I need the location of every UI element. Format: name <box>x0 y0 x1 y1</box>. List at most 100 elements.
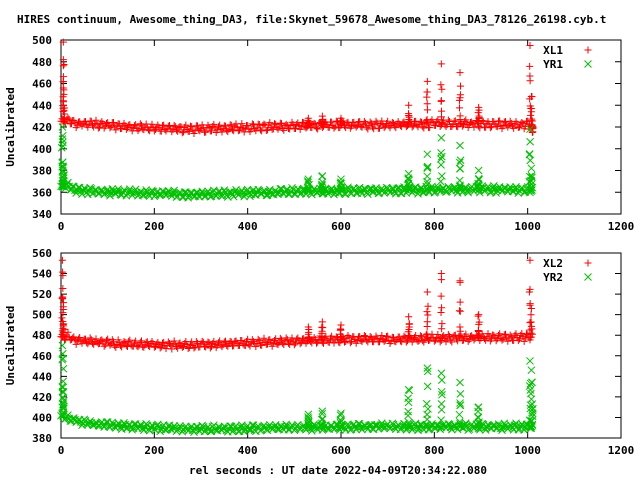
data-point <box>318 112 326 120</box>
data-point <box>283 185 292 194</box>
data-point <box>229 126 236 134</box>
data-point <box>455 417 464 426</box>
data-point <box>331 123 339 131</box>
data-point <box>112 126 120 134</box>
y-tick-label: 360 <box>32 186 52 199</box>
data-point <box>423 364 432 372</box>
data-point <box>58 138 67 147</box>
data-point <box>346 339 354 347</box>
data-point <box>178 129 186 137</box>
data-point <box>426 124 434 132</box>
data-point <box>423 77 431 85</box>
data-point <box>122 342 130 350</box>
data-point <box>254 335 262 343</box>
data-point <box>496 330 504 338</box>
data-point <box>125 337 133 345</box>
data-point <box>104 335 112 343</box>
data-point <box>318 180 326 189</box>
data-point <box>528 173 536 182</box>
data-point <box>423 367 432 376</box>
legend-marker <box>584 259 592 267</box>
data-point <box>223 193 232 201</box>
y-tick-label: 500 <box>32 309 52 322</box>
data-point <box>304 413 312 421</box>
data-point <box>337 409 345 418</box>
legend-marker <box>584 46 592 54</box>
data-point <box>458 424 467 432</box>
data-point <box>384 117 392 125</box>
data-point <box>252 127 260 135</box>
figure-title: HIRES continuum, Awesome_thing_DA3, file… <box>17 13 606 26</box>
data-point <box>527 311 535 319</box>
data-point <box>192 188 201 197</box>
data-point <box>474 327 482 335</box>
data-point <box>526 285 534 293</box>
data-point <box>304 178 312 187</box>
data-point <box>456 156 465 165</box>
data-point <box>438 172 446 180</box>
data-point <box>115 339 123 347</box>
data-point <box>84 123 92 131</box>
y-tick-label: 540 <box>32 268 52 281</box>
x-tick-label: 200 <box>144 220 164 233</box>
data-point <box>527 111 535 119</box>
data-point <box>373 119 381 127</box>
data-point <box>148 120 156 128</box>
x-tick-label: 1000 <box>514 444 541 457</box>
x-tick-label: 0 <box>58 444 65 457</box>
data-point <box>438 390 446 399</box>
data-point <box>416 420 425 429</box>
data-point <box>456 378 464 387</box>
data-point <box>178 343 186 351</box>
data-point <box>296 125 304 133</box>
data-point <box>304 114 312 122</box>
data-point <box>60 325 68 333</box>
data-point <box>528 412 537 421</box>
data-point <box>59 97 67 105</box>
data-point <box>456 277 464 285</box>
data-point <box>416 332 424 340</box>
data-point <box>60 90 68 98</box>
data-point <box>260 421 268 430</box>
data-point <box>499 122 507 130</box>
data-point <box>475 331 483 339</box>
data-point <box>493 335 501 343</box>
data-point <box>356 187 365 196</box>
data-point <box>446 423 455 432</box>
data-point <box>73 121 81 129</box>
data-point <box>204 338 212 346</box>
data-point <box>155 123 163 131</box>
data-point <box>437 161 445 169</box>
data-point <box>240 192 249 201</box>
data-point <box>448 338 456 346</box>
legend-label: YR1 <box>543 58 563 71</box>
data-point <box>493 123 501 131</box>
data-point <box>456 323 464 331</box>
data-point <box>437 387 446 396</box>
bottom-panel: 0 200 400 600 800 1000 1200 380 400 420 440 460 480 5… <box>4 247 634 457</box>
data-point <box>275 123 283 131</box>
data-point <box>240 427 249 436</box>
data-point <box>449 121 457 129</box>
data-point <box>157 425 166 434</box>
series-yr2 <box>57 341 537 437</box>
data-point <box>528 400 537 408</box>
data-point <box>304 323 312 331</box>
data-point <box>59 387 68 396</box>
data-point <box>527 105 535 113</box>
data-point <box>384 332 392 340</box>
data-point <box>216 121 224 129</box>
data-point <box>252 343 260 351</box>
data-point <box>456 389 465 398</box>
data-point <box>423 330 431 338</box>
data-point <box>156 427 165 436</box>
data-point <box>362 423 371 431</box>
data-point <box>481 186 490 195</box>
y-tick-label: 460 <box>32 350 52 363</box>
data-point <box>59 163 68 172</box>
data-point <box>456 164 464 173</box>
data-point <box>86 417 95 425</box>
data-point <box>474 422 482 431</box>
data-point <box>262 191 271 200</box>
legend-marker <box>584 60 592 68</box>
